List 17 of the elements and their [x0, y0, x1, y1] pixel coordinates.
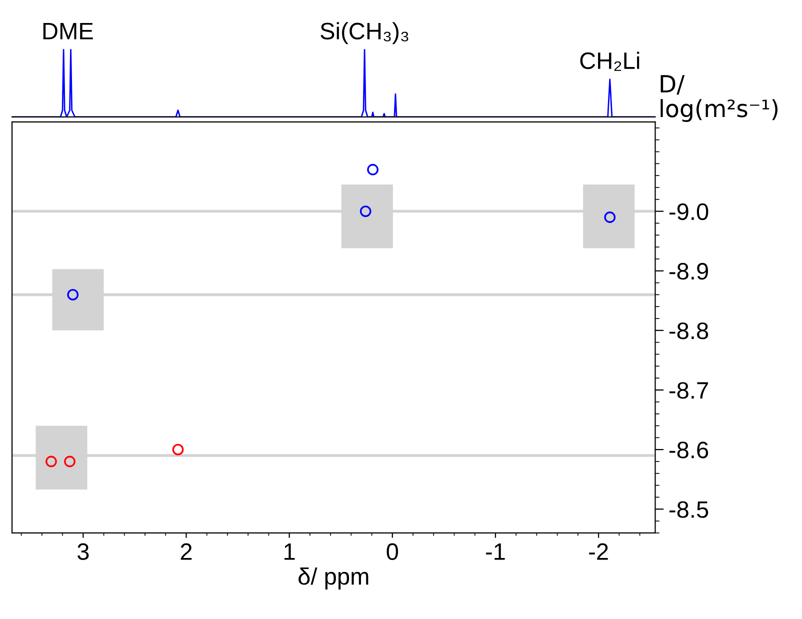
x-axis-title: δ/ ppm	[298, 567, 368, 590]
y-tick-label: -8.7	[669, 382, 708, 399]
x-tick-label: 1	[284, 544, 295, 560]
x-tick-label: -1	[486, 544, 505, 560]
x-tick-label: 3	[77, 543, 89, 560]
x-tick-label: 0	[386, 543, 398, 560]
annotation: CH₂Li	[580, 52, 640, 71]
annotation: DME	[43, 23, 93, 40]
annotation: Si(CH₃)₃	[320, 22, 408, 44]
y-tick-label: -9.0	[669, 203, 708, 220]
y-tick-label: -8.8	[669, 322, 708, 340]
y-tick-label: -8.6	[669, 442, 708, 458]
x-tick-label: 2	[180, 543, 192, 560]
y-axis-title: D/ log(m²s⁻¹)	[660, 75, 778, 122]
x-tick-label: -2	[589, 543, 608, 560]
y-tick-label: -8.9	[669, 262, 708, 280]
y-tick-label: -8.5	[669, 501, 708, 518]
